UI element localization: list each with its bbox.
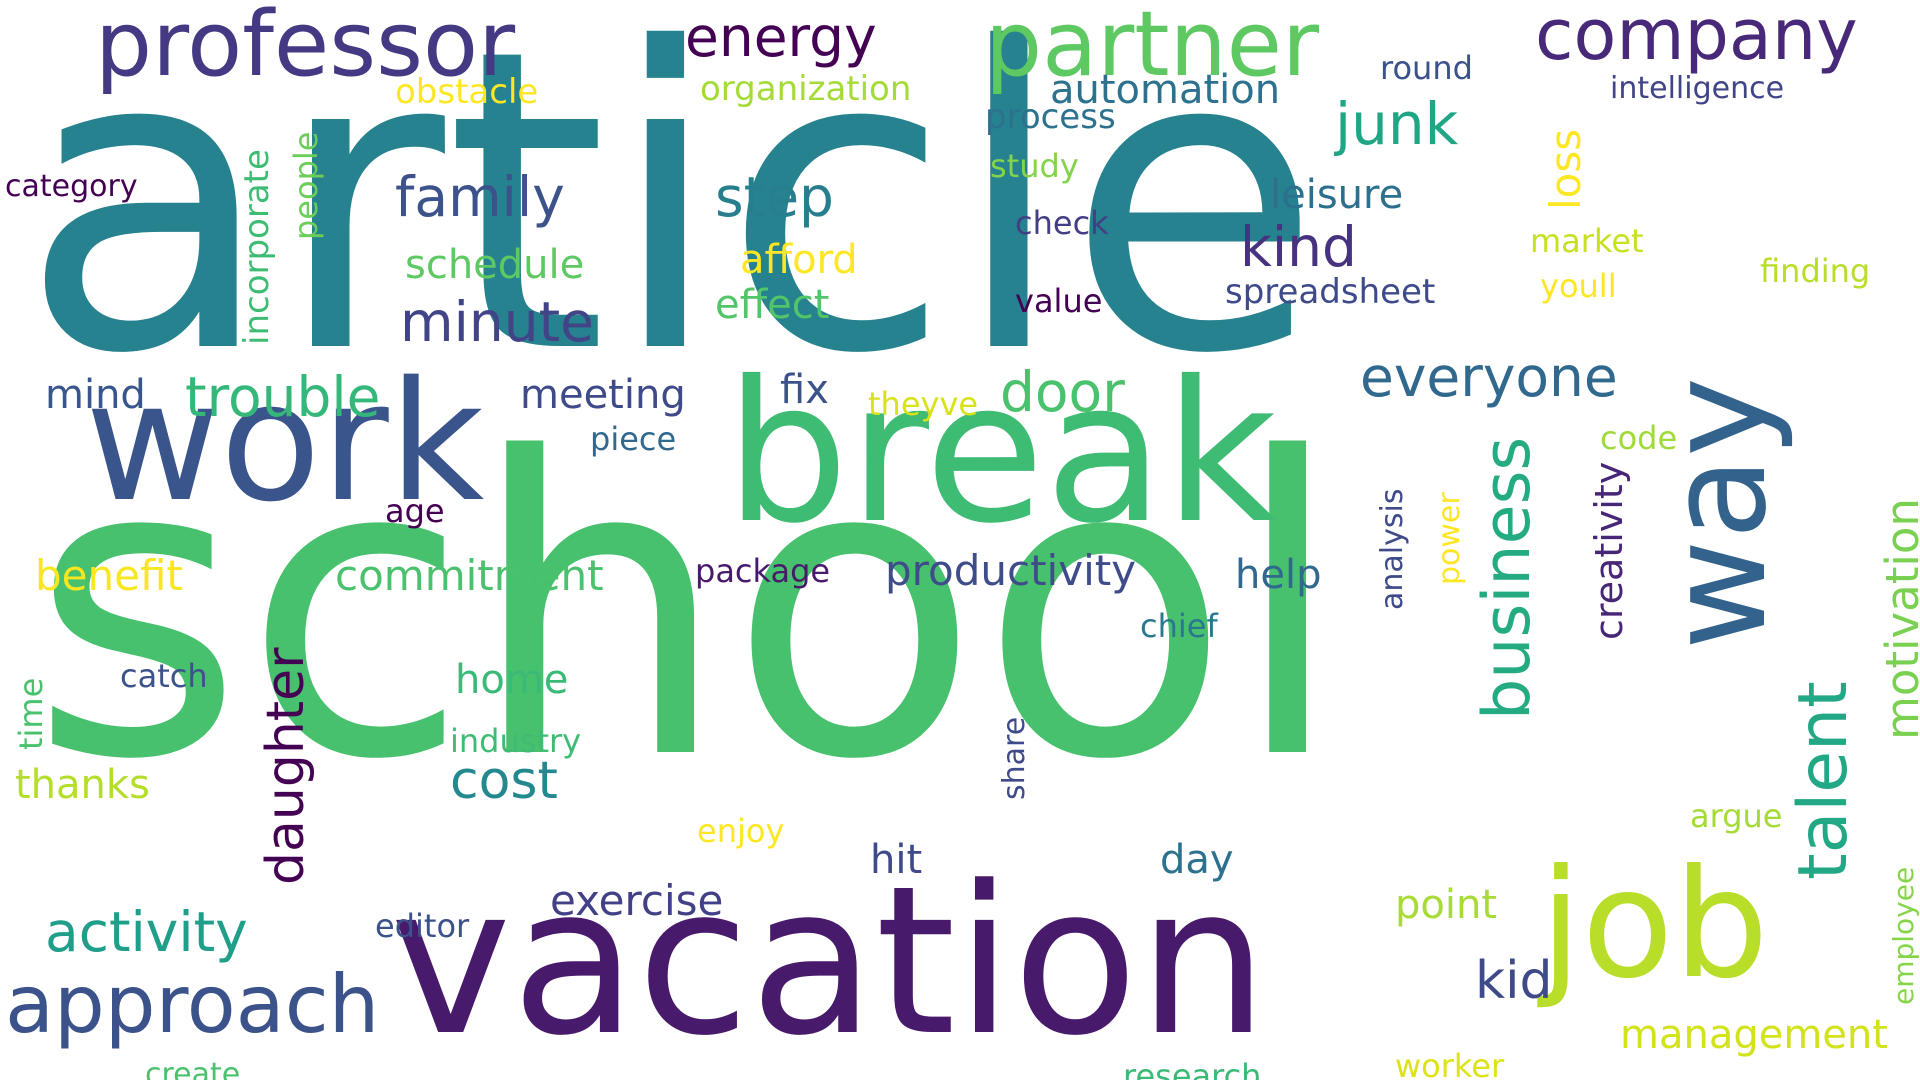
word-benefit: benefit xyxy=(35,551,183,600)
word-business: business xyxy=(1470,436,1545,720)
word-check: check xyxy=(1015,204,1109,242)
word-school: school xyxy=(30,371,1345,849)
word-commitment: commitment xyxy=(335,551,604,600)
word-job: job xyxy=(1540,838,1769,1012)
word-age: age xyxy=(385,492,445,530)
word-youll: youll xyxy=(1540,267,1617,305)
word-category: category xyxy=(5,169,138,204)
word-approach: approach xyxy=(5,958,380,1051)
word-energy: energy xyxy=(685,5,877,69)
word-creativity: creativity xyxy=(1587,461,1631,640)
word-way: way xyxy=(1639,376,1796,650)
word-study: study xyxy=(990,147,1079,185)
word-people: people xyxy=(287,131,325,240)
word-company: company xyxy=(1535,0,1858,76)
word-activity: activity xyxy=(45,900,248,964)
word-create: create xyxy=(145,1057,241,1080)
word-loss: loss xyxy=(1541,128,1590,210)
word-point: point xyxy=(1395,882,1498,928)
word-article: article xyxy=(20,0,1322,444)
word-talent: talent xyxy=(1784,681,1863,880)
word-professor: professor xyxy=(95,0,516,97)
word-worker: worker xyxy=(1395,1047,1505,1080)
word-fix: fix xyxy=(780,367,829,413)
word-cost: cost xyxy=(450,751,558,811)
word-junk: junk xyxy=(1335,90,1459,158)
word-afford: afford xyxy=(740,237,858,283)
word-door: door xyxy=(1000,360,1125,424)
word-meeting: meeting xyxy=(520,372,686,418)
word-enjoy: enjoy xyxy=(697,812,785,850)
word-day: day xyxy=(1160,837,1234,883)
word-exercise: exercise xyxy=(550,876,724,925)
word-intelligence: intelligence xyxy=(1610,71,1785,106)
word-code: code xyxy=(1600,419,1678,457)
word-thanks: thanks xyxy=(15,762,150,808)
word-work: work xyxy=(85,346,485,538)
word-editor: editor xyxy=(375,907,470,945)
word-piece: piece xyxy=(590,420,677,458)
word-employee: employee xyxy=(1887,866,1920,1005)
word-argue: argue xyxy=(1690,797,1783,835)
word-chief: chief xyxy=(1140,607,1218,645)
word-everyone: everyone xyxy=(1360,345,1618,409)
word-market: market xyxy=(1530,222,1644,260)
word-incorporate: incorporate xyxy=(237,149,277,345)
word-trouble: trouble xyxy=(185,365,381,429)
word-process: process xyxy=(985,97,1116,137)
word-package: package xyxy=(695,552,831,590)
word-step: step xyxy=(715,165,834,229)
word-catch: catch xyxy=(120,657,208,695)
word-obstacle: obstacle xyxy=(395,72,539,112)
word-effect: effect xyxy=(715,282,830,328)
word-share: share xyxy=(997,716,1032,800)
word-kid: kid xyxy=(1475,951,1553,1011)
word-finding: finding xyxy=(1760,252,1871,290)
word-organization: organization xyxy=(700,69,912,109)
word-help: help xyxy=(1235,552,1322,598)
word-motivation: motivation xyxy=(1876,498,1920,740)
word-automation: automation xyxy=(1050,67,1281,113)
word-management: management xyxy=(1620,1012,1888,1058)
word-power: power xyxy=(1432,492,1467,585)
word-industry: industry xyxy=(450,722,582,760)
word-daughter: daughter xyxy=(256,647,316,885)
word-minute: minute xyxy=(400,290,594,354)
word-time: time xyxy=(12,677,50,750)
word-vacation: vacation xyxy=(390,843,1268,1080)
word-spreadsheet: spreadsheet xyxy=(1225,272,1436,312)
word-mind: mind xyxy=(45,372,146,418)
word-theyve: theyve xyxy=(868,385,979,423)
word-partner: partner xyxy=(985,0,1319,97)
word-round: round xyxy=(1380,49,1473,87)
word-family: family xyxy=(395,165,565,229)
word-break: break xyxy=(725,339,1278,566)
word-home: home xyxy=(455,657,569,703)
word-value: value xyxy=(1015,282,1103,320)
word-productivity: productivity xyxy=(885,546,1137,595)
word-kind: kind xyxy=(1240,215,1357,279)
word-analysis: analysis xyxy=(1375,488,1410,610)
word-schedule: schedule xyxy=(405,242,585,288)
word-hit: hit xyxy=(870,837,923,883)
word-research: research xyxy=(1123,1057,1262,1080)
word-leisure: leisure xyxy=(1270,172,1404,218)
